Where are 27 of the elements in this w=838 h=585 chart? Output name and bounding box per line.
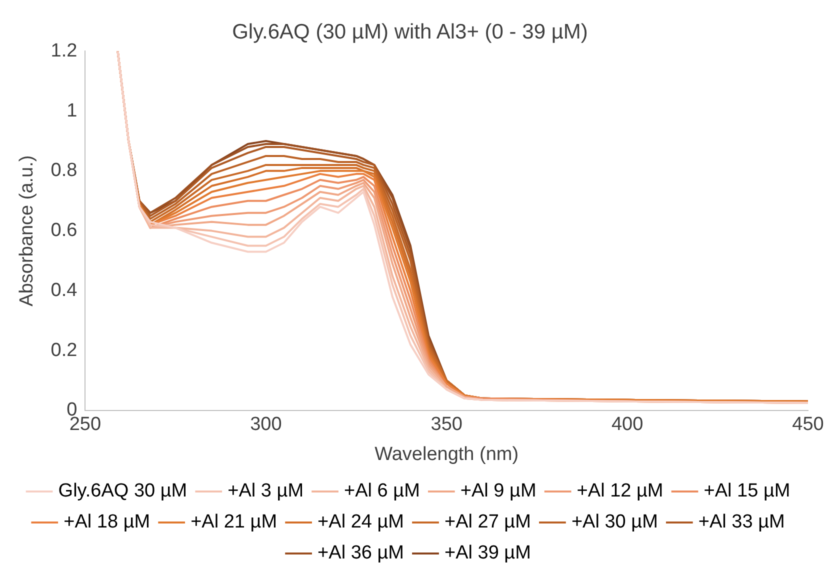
legend-label: +Al 21 µM xyxy=(190,512,278,533)
x-tick-label: 400 xyxy=(611,414,644,436)
legend-label: +Al 24 µM xyxy=(318,512,404,533)
legend-label: +Al 12 µM xyxy=(576,480,664,502)
legend-label: +Al 15 µM xyxy=(704,480,790,502)
legend-label: +Al 27 µM xyxy=(444,512,531,533)
legend-label: +Al 6 µM xyxy=(344,480,420,502)
chart-title: Gly.6AQ (30 µM) with Al3+ (0 - 39 µM) xyxy=(232,20,588,44)
legend-label: +Al 18 µM xyxy=(64,512,150,533)
legend-label: +Al 36 µM xyxy=(318,542,404,564)
y-tick-label: 0.6 xyxy=(50,220,78,242)
y-tick-label: 0.4 xyxy=(50,280,78,301)
legend-label: +Al 9 µM xyxy=(460,480,536,502)
legend-label: Gly.6AQ 30 µM xyxy=(58,480,188,502)
y-axis-title: Absorbance (a.u.) xyxy=(16,155,38,306)
legend-label: +Al 39 µM xyxy=(444,542,531,564)
y-tick-label: 1.2 xyxy=(50,40,78,62)
legend-label: +Al 3 µM xyxy=(228,480,304,502)
y-tick-label: 0.2 xyxy=(50,340,78,361)
legend-label: +Al 33 µM xyxy=(698,512,785,533)
legend-label: +Al 30 µM xyxy=(571,512,658,533)
y-tick-label: 0.8 xyxy=(50,160,78,182)
y-tick-label: 1 xyxy=(66,100,78,122)
x-tick-label: 350 xyxy=(430,414,462,436)
x-axis-title: Wavelength (nm) xyxy=(374,444,519,465)
x-tick-label: 450 xyxy=(792,414,824,436)
x-tick-label: 300 xyxy=(250,414,282,436)
